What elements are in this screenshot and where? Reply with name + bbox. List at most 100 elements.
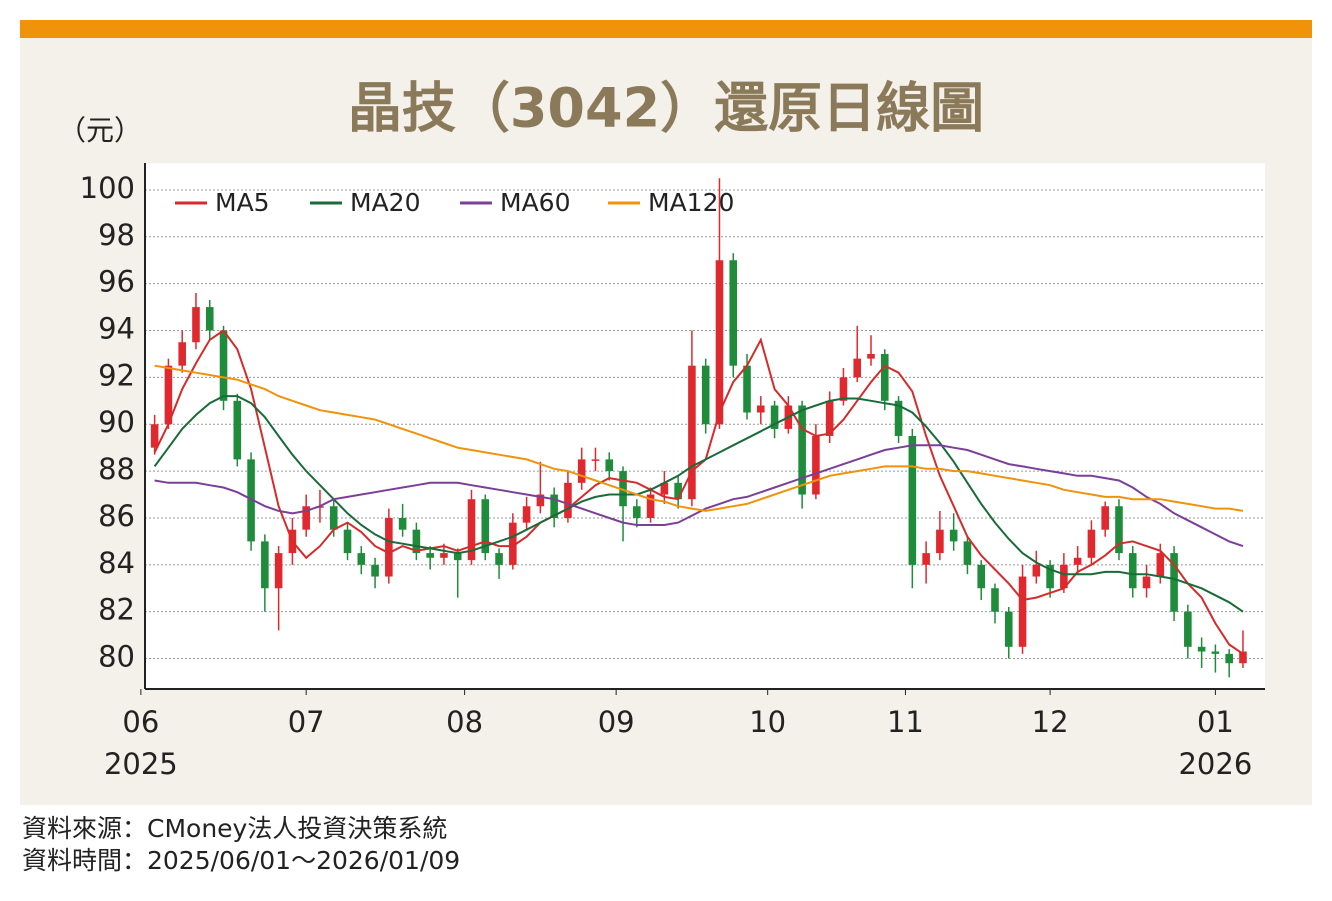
x-tick-label: 08 (446, 705, 483, 739)
x-tick-label: 07 (288, 705, 325, 739)
x-tick-label: 01 (1197, 705, 1234, 739)
candle-body (1128, 553, 1137, 589)
legend-label: MA120 (648, 188, 734, 217)
x-tick-label: 06 (122, 705, 159, 739)
candle-body (233, 400, 242, 460)
candle-body (1032, 564, 1041, 577)
candle-body (701, 365, 710, 425)
x-tick-label: 11 (887, 705, 924, 739)
candle-body (798, 405, 806, 495)
ma-line (154, 364, 1244, 512)
candle-body (633, 506, 641, 518)
candle-body (1004, 611, 1013, 647)
candle-body (894, 400, 903, 436)
candle-body (371, 564, 379, 577)
y-tick-label: 96 (98, 265, 135, 299)
y-tick-label: 90 (98, 405, 135, 439)
candle-body (1115, 506, 1123, 554)
candle-body (357, 553, 366, 565)
candle-body (495, 553, 503, 565)
x-year-label: 2026 (1178, 747, 1252, 781)
candle-body (343, 529, 352, 554)
candle-body (329, 506, 338, 530)
candle-body (936, 529, 944, 554)
candle-body (963, 541, 972, 565)
y-tick-label: 80 (98, 640, 135, 674)
candle-body (867, 353, 875, 359)
legend-label: MA60 (500, 188, 570, 217)
candle-body (1239, 651, 1247, 664)
candle-body (880, 353, 889, 401)
x-tick-label: 10 (749, 705, 786, 739)
candle-body (274, 553, 283, 589)
y-tick-label: 88 (98, 452, 135, 486)
candle-body (426, 553, 434, 558)
candle-body (729, 260, 738, 366)
candle-body (853, 358, 862, 378)
candle-body (1087, 529, 1096, 558)
candle-body (757, 405, 765, 413)
candle-body (219, 330, 228, 401)
candle-body (247, 459, 255, 542)
y-tick-label: 98 (98, 218, 135, 252)
legend-label: MA5 (215, 188, 270, 217)
candle-body (1170, 553, 1178, 612)
x-year-label: 2025 (104, 747, 178, 781)
candle-body (302, 506, 310, 530)
candle-body (646, 494, 655, 518)
candle-body (1018, 576, 1027, 647)
candle-body (164, 365, 173, 425)
candle-body (619, 471, 627, 507)
y-tick-label: 92 (98, 358, 135, 392)
candle-body (509, 522, 517, 565)
candle-body (1101, 506, 1109, 530)
candle-body (715, 260, 724, 425)
candle-body (205, 307, 214, 331)
chart-title: 晶技（3042）還原日線圖 (348, 77, 984, 140)
candle-body (536, 494, 545, 507)
candle-body (481, 499, 490, 554)
candle-body (412, 529, 421, 554)
candle-body (467, 499, 476, 561)
y-tick-label: 94 (98, 312, 135, 346)
candle-body (977, 564, 985, 589)
candle-body (550, 494, 558, 518)
candle-body (949, 529, 958, 542)
y-tick-label: 82 (98, 593, 135, 627)
y-axis-label: （元） (58, 114, 142, 147)
candle-body (398, 517, 407, 530)
candle-body (991, 588, 999, 612)
candle-body (1156, 553, 1165, 577)
x-tick-label: 12 (1032, 705, 1069, 739)
candle-body (674, 482, 682, 500)
candle-body (1184, 611, 1192, 647)
ma-line (154, 444, 1244, 548)
candle-body (660, 482, 669, 495)
legend-label: MA20 (350, 188, 420, 217)
y-tick-label: 84 (98, 546, 135, 580)
candle-body (1197, 646, 1206, 652)
candle-body (812, 435, 820, 495)
candle-body (1142, 576, 1151, 589)
candle-body (770, 405, 779, 429)
candle-body (150, 424, 159, 448)
candle-body (385, 517, 393, 577)
x-tick-label: 09 (598, 705, 635, 739)
candle-body (839, 377, 848, 401)
candle-body (605, 459, 614, 472)
candle-body (522, 506, 531, 523)
ma-line (153, 395, 1244, 613)
candle-body (688, 365, 696, 500)
candle-body (440, 553, 448, 558)
candle-body (1046, 564, 1054, 589)
candle-body (591, 459, 600, 461)
candle-body (261, 541, 269, 589)
candle-body (908, 435, 917, 565)
period-note: 資料時間：2025/06/01～2026/01/09 (22, 846, 460, 875)
y-tick-label: 86 (98, 499, 135, 533)
y-tick-label: 100 (80, 171, 135, 205)
candle-body (825, 400, 834, 436)
candle-body (178, 342, 186, 366)
candle-body (1073, 557, 1082, 565)
